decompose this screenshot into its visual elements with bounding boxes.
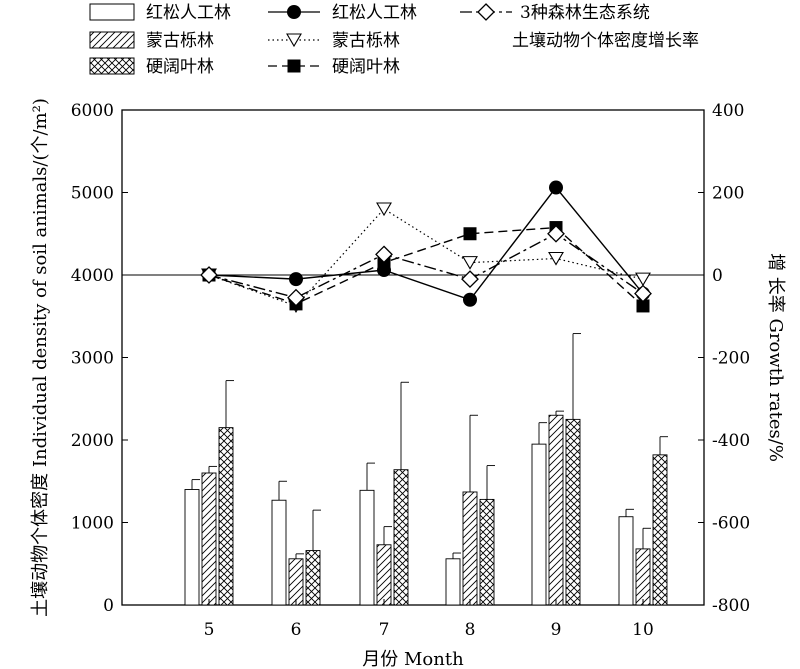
y2-tick-label: -600 — [712, 514, 750, 534]
point-marker — [549, 180, 563, 195]
y-tick-label: 4000 — [71, 266, 114, 286]
point-marker — [376, 202, 392, 217]
y2-tick-label: 400 — [712, 101, 744, 121]
point-marker — [463, 292, 477, 307]
axes: 0100020003000400050006000-800-600-400-20… — [30, 98, 786, 669]
point-marker — [463, 227, 477, 241]
point-marker — [477, 3, 495, 21]
y-axis-label: 土壤动物个体密度 Individual density of soil anim… — [30, 98, 51, 617]
legend-swatch — [89, 31, 135, 49]
bar — [305, 550, 321, 606]
bar — [565, 418, 581, 606]
bar — [288, 558, 304, 606]
legend-label: 红松人工林 — [332, 3, 417, 23]
bar — [393, 469, 409, 606]
point-marker — [375, 245, 393, 264]
bar — [376, 544, 392, 606]
x-tick-label: 9 — [551, 620, 562, 640]
point-marker — [287, 59, 301, 73]
bar — [479, 498, 495, 606]
x-tick-label: 5 — [204, 620, 215, 640]
point-marker — [634, 284, 652, 303]
bar — [462, 491, 478, 606]
bar — [652, 454, 668, 606]
x-tick-label: 10 — [632, 620, 654, 640]
point-marker — [287, 288, 305, 307]
growth-lines — [200, 180, 652, 314]
bar — [548, 414, 564, 606]
bar — [618, 516, 634, 606]
growth-line — [208, 232, 644, 299]
point-marker — [547, 224, 565, 243]
x-tick-label: 7 — [379, 620, 390, 640]
point-marker — [462, 256, 478, 270]
y-tick-label: 3000 — [71, 349, 114, 369]
y2-tick-label: -800 — [712, 596, 750, 616]
legend-label: 硬阔叶林 — [332, 57, 400, 77]
growth-line — [208, 208, 644, 307]
legend-swatch — [89, 57, 135, 75]
bar — [271, 499, 287, 606]
bar — [201, 472, 217, 606]
growth-line — [208, 186, 644, 301]
bar — [218, 427, 234, 606]
y-tick-label: 2000 — [71, 431, 114, 451]
y2-tick-label: 0 — [712, 266, 723, 286]
bar-group — [184, 333, 668, 606]
y-tick-label: 6000 — [71, 101, 114, 121]
point-marker — [289, 272, 303, 287]
y2-tick-label: -200 — [712, 349, 750, 369]
point-marker — [461, 270, 479, 289]
point-marker — [286, 33, 302, 48]
bar — [635, 548, 651, 606]
legend-label: 3种森林生态系统 — [520, 3, 650, 23]
x-axis-label: 月份 Month — [362, 649, 464, 669]
legend-label: 蒙古栎林 — [332, 31, 400, 51]
bar — [359, 489, 375, 606]
bar — [445, 558, 461, 606]
y-tick-label: 0 — [103, 596, 114, 616]
legend-label: 硬阔叶林 — [146, 57, 214, 77]
legend-label: 红松人工林 — [146, 3, 231, 23]
legend-label: 蒙古栎林 — [146, 31, 214, 51]
bar — [531, 443, 547, 606]
point-marker — [287, 5, 301, 19]
legend-swatch — [89, 3, 135, 21]
y-tick-label: 5000 — [71, 184, 114, 204]
bar — [184, 489, 200, 606]
point-marker — [200, 266, 218, 284]
point-marker — [635, 272, 651, 287]
y2-tick-label: 200 — [712, 184, 744, 204]
growth-line — [208, 226, 644, 307]
point-marker — [636, 299, 650, 313]
x-tick-label: 8 — [465, 620, 476, 640]
y2-tick-label: -400 — [712, 431, 750, 451]
x-tick-label: 6 — [291, 620, 302, 640]
y2-axis-label: 增 长率 Growth rates/% — [765, 253, 786, 462]
y-tick-label: 1000 — [71, 514, 114, 534]
point-marker — [548, 251, 564, 266]
legend-note: 土壤动物个体密度增长率 — [512, 30, 699, 51]
